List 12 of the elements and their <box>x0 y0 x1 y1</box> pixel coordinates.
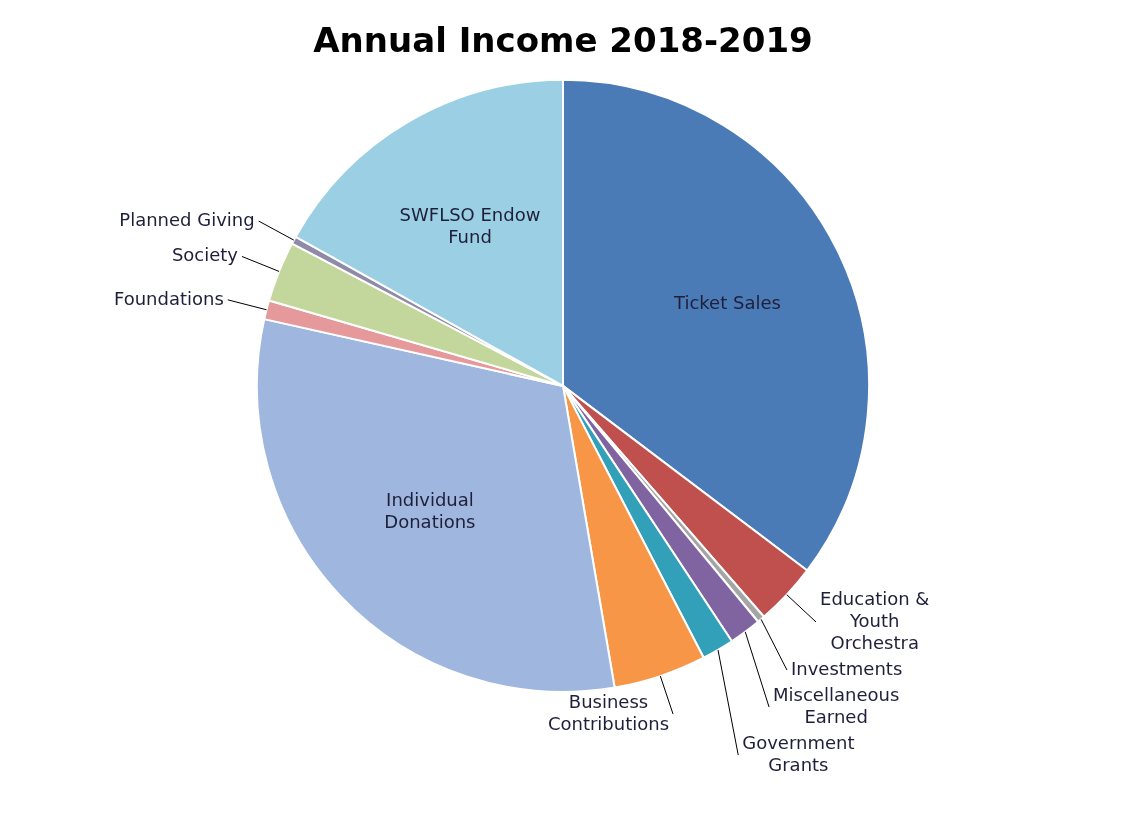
slice-label: Investments <box>790 657 903 679</box>
slice-label: SWFLSO Endow Fund <box>399 204 541 248</box>
slice-label: Government Grants <box>742 731 855 775</box>
slice-label: Foundations <box>113 287 224 309</box>
slice-label: Miscellaneous Earned <box>773 683 900 727</box>
slice-label: Ticket Sales <box>672 291 781 313</box>
slice-label: Society <box>171 244 239 266</box>
slice-label: Planned Giving <box>119 208 255 230</box>
chart-title: Annual Income 2018-2019 <box>313 20 813 61</box>
slice-label: Education & Youth Orchestra <box>820 587 930 653</box>
slice-label: Business Contributions <box>547 690 670 734</box>
slice-label: Individual Donations <box>384 489 476 533</box>
